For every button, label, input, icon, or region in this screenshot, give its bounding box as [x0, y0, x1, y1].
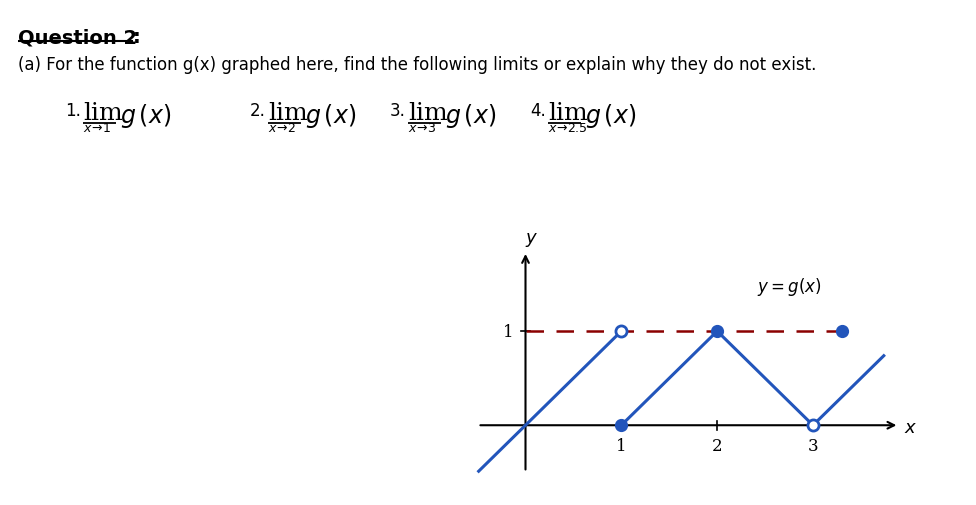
Text: $x$: $x$ — [904, 418, 917, 436]
Text: $y$: $y$ — [524, 231, 538, 249]
Text: lim: lim — [83, 102, 123, 125]
Text: 4.: 4. — [530, 102, 546, 120]
Text: $g\,(x)$: $g\,(x)$ — [120, 102, 171, 130]
Text: $x\!\rightarrow\!2$: $x\!\rightarrow\!2$ — [268, 122, 296, 135]
Text: $g\,(x)$: $g\,(x)$ — [445, 102, 496, 130]
Text: 2: 2 — [712, 438, 722, 454]
Text: 3: 3 — [808, 438, 818, 454]
Text: 2.: 2. — [250, 102, 265, 120]
Text: 1.: 1. — [65, 102, 81, 120]
Text: $g\,(x)$: $g\,(x)$ — [585, 102, 636, 130]
Text: (a) For the function g(x) graphed here, find the following limits or explain why: (a) For the function g(x) graphed here, … — [18, 56, 816, 74]
Text: Question 2: Question 2 — [18, 28, 137, 47]
Text: $y = g(x)$: $y = g(x)$ — [756, 275, 822, 297]
Text: lim: lim — [268, 102, 307, 125]
Text: 3.: 3. — [390, 102, 406, 120]
Text: $g\,(x)$: $g\,(x)$ — [305, 102, 356, 130]
Text: lim: lim — [408, 102, 448, 125]
Text: $x\!\rightarrow\!3$: $x\!\rightarrow\!3$ — [408, 122, 436, 135]
Text: 1: 1 — [616, 438, 627, 454]
Text: $x\!\rightarrow\!2.5$: $x\!\rightarrow\!2.5$ — [548, 122, 588, 135]
Text: lim: lim — [548, 102, 588, 125]
Text: 1: 1 — [504, 323, 514, 340]
Text: :: : — [133, 28, 141, 47]
Text: $x\!\rightarrow\!1$: $x\!\rightarrow\!1$ — [83, 122, 110, 135]
